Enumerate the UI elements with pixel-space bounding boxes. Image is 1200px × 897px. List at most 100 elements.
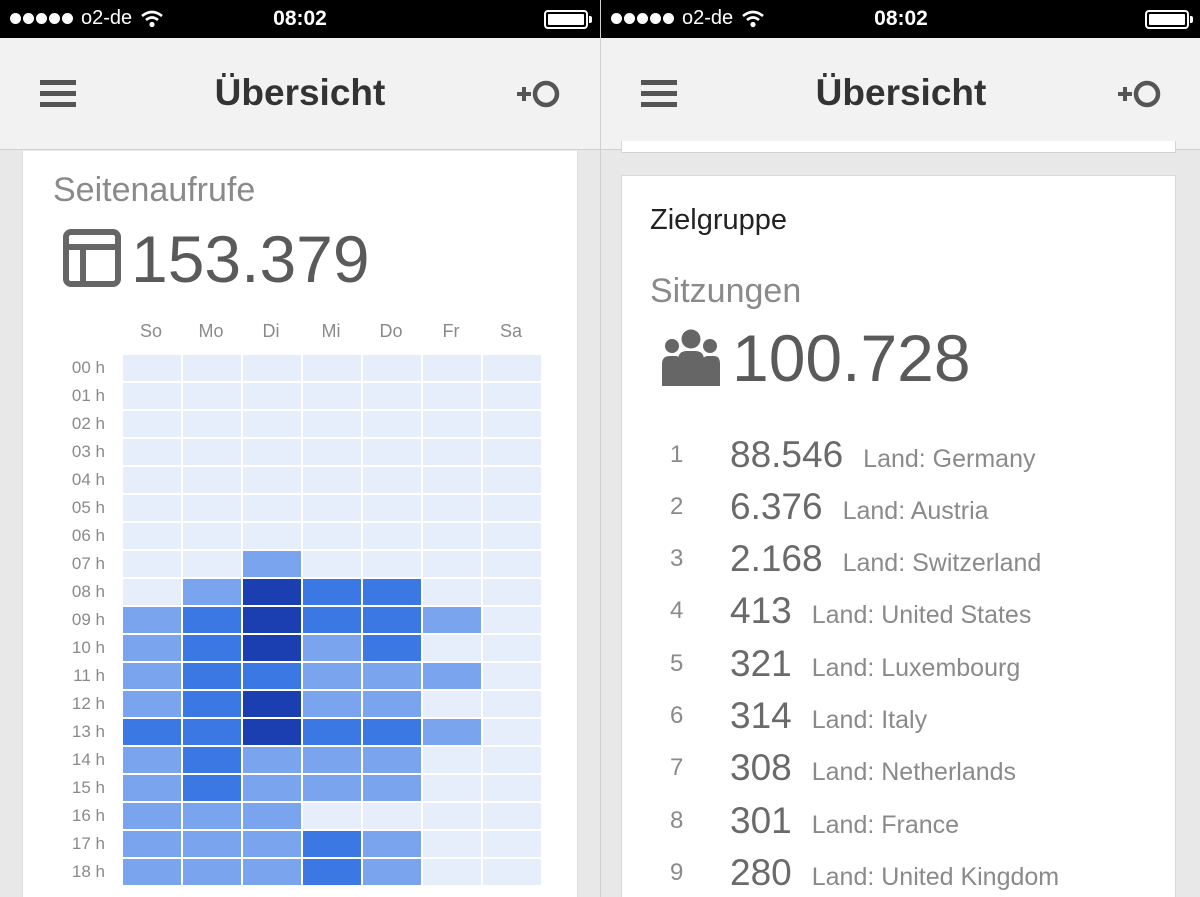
heatmap-cell[interactable] (303, 775, 361, 801)
heatmap-cell[interactable] (303, 803, 361, 829)
heatmap-cell[interactable] (363, 551, 421, 577)
heatmap-cell[interactable] (483, 495, 541, 521)
heatmap-cell[interactable] (483, 691, 541, 717)
heatmap-cell[interactable] (483, 719, 541, 745)
heatmap-cell[interactable] (303, 747, 361, 773)
heatmap-cell[interactable] (423, 439, 481, 465)
heatmap-cell[interactable] (243, 663, 301, 689)
heatmap-cell[interactable] (183, 551, 241, 577)
heatmap-cell[interactable] (423, 579, 481, 605)
heatmap-cell[interactable] (123, 607, 181, 633)
heatmap-cell[interactable] (303, 495, 361, 521)
heatmap-cell[interactable] (363, 523, 421, 549)
heatmap-cell[interactable] (483, 579, 541, 605)
heatmap-cell[interactable] (243, 747, 301, 773)
heatmap-cell[interactable] (303, 411, 361, 437)
heatmap-cell[interactable] (303, 719, 361, 745)
heatmap-cell[interactable] (183, 495, 241, 521)
heatmap-cell[interactable] (183, 439, 241, 465)
heatmap-cell[interactable] (123, 635, 181, 661)
heatmap-cell[interactable] (303, 635, 361, 661)
heatmap-cell[interactable] (423, 831, 481, 857)
heatmap-cell[interactable] (303, 355, 361, 381)
heatmap-cell[interactable] (123, 495, 181, 521)
menu-icon[interactable] (40, 80, 76, 108)
heatmap-cell[interactable] (243, 495, 301, 521)
heatmap-cell[interactable] (423, 495, 481, 521)
heatmap-cell[interactable] (183, 775, 241, 801)
heatmap-cell[interactable] (423, 411, 481, 437)
heatmap-cell[interactable] (183, 411, 241, 437)
heatmap-cell[interactable] (183, 467, 241, 493)
heatmap-cell[interactable] (303, 691, 361, 717)
heatmap-cell[interactable] (423, 467, 481, 493)
heatmap-cell[interactable] (363, 803, 421, 829)
heatmap-cell[interactable] (183, 383, 241, 409)
heatmap-cell[interactable] (363, 831, 421, 857)
menu-icon[interactable] (641, 80, 677, 108)
add-segment-icon[interactable] (514, 76, 562, 112)
heatmap-cell[interactable] (243, 523, 301, 549)
heatmap-cell[interactable] (363, 719, 421, 745)
heatmap-cell[interactable] (483, 747, 541, 773)
heatmap-cell[interactable] (363, 495, 421, 521)
heatmap-cell[interactable] (123, 663, 181, 689)
heatmap-cell[interactable] (243, 383, 301, 409)
heatmap-cell[interactable] (423, 635, 481, 661)
heatmap-cell[interactable] (123, 691, 181, 717)
heatmap-cell[interactable] (303, 831, 361, 857)
heatmap-cell[interactable] (363, 439, 421, 465)
heatmap-cell[interactable] (243, 635, 301, 661)
heatmap-cell[interactable] (123, 719, 181, 745)
heatmap-cell[interactable] (123, 411, 181, 437)
heatmap-cell[interactable] (303, 663, 361, 689)
heatmap-cell[interactable] (183, 747, 241, 773)
heatmap-cell[interactable] (363, 355, 421, 381)
heatmap-cell[interactable] (363, 691, 421, 717)
heatmap-cell[interactable] (363, 411, 421, 437)
heatmap-cell[interactable] (483, 551, 541, 577)
heatmap-cell[interactable] (183, 355, 241, 381)
heatmap-cell[interactable] (243, 607, 301, 633)
heatmap-cell[interactable] (183, 663, 241, 689)
heatmap-cell[interactable] (363, 607, 421, 633)
heatmap-cell[interactable] (303, 579, 361, 605)
heatmap-cell[interactable] (123, 551, 181, 577)
heatmap-cell[interactable] (363, 467, 421, 493)
heatmap-cell[interactable] (363, 775, 421, 801)
heatmap-cell[interactable] (243, 831, 301, 857)
heatmap-cell[interactable] (123, 859, 181, 885)
heatmap-cell[interactable] (243, 467, 301, 493)
heatmap-cell[interactable] (183, 719, 241, 745)
heatmap-cell[interactable] (423, 523, 481, 549)
heatmap-cell[interactable] (423, 747, 481, 773)
heatmap-cell[interactable] (303, 551, 361, 577)
heatmap-cell[interactable] (123, 579, 181, 605)
heatmap-cell[interactable] (483, 439, 541, 465)
heatmap-cell[interactable] (243, 775, 301, 801)
audience-card[interactable]: Zielgruppe Sitzungen 100.728 1 88.546 La… (621, 175, 1176, 897)
heatmap-cell[interactable] (183, 523, 241, 549)
heatmap-cell[interactable] (423, 663, 481, 689)
heatmap-cell[interactable] (303, 523, 361, 549)
heatmap-cell[interactable] (243, 803, 301, 829)
heatmap-cell[interactable] (183, 635, 241, 661)
heatmap-cell[interactable] (423, 355, 481, 381)
heatmap-cell[interactable] (423, 719, 481, 745)
heatmap-cell[interactable] (423, 691, 481, 717)
heatmap-cell[interactable] (423, 803, 481, 829)
heatmap-cell[interactable] (483, 775, 541, 801)
heatmap-cell[interactable] (483, 635, 541, 661)
heatmap-cell[interactable] (483, 383, 541, 409)
heatmap-cell[interactable] (483, 831, 541, 857)
heatmap-cell[interactable] (303, 439, 361, 465)
heatmap-cell[interactable] (423, 607, 481, 633)
heatmap-cell[interactable] (483, 523, 541, 549)
heatmap-cell[interactable] (183, 579, 241, 605)
heatmap-cell[interactable] (363, 663, 421, 689)
heatmap-cell[interactable] (363, 635, 421, 661)
heatmap-cell[interactable] (123, 831, 181, 857)
heatmap-cell[interactable] (243, 859, 301, 885)
heatmap-cell[interactable] (183, 691, 241, 717)
heatmap-cell[interactable] (123, 523, 181, 549)
